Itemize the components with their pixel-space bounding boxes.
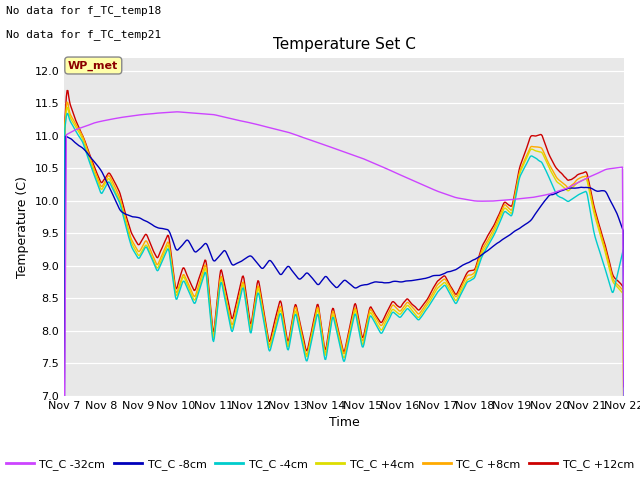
TC_C -4cm (60, 369, 68, 375)
TC_C -8cm (413, 277, 420, 283)
Line: TC_C +4cm: TC_C +4cm (64, 108, 624, 480)
TC_C +8cm (413, 310, 420, 315)
Text: WP_met: WP_met (68, 60, 118, 71)
TC_C -32cm (70, 128, 78, 133)
TC_C +8cm (620, 475, 628, 480)
Line: TC_C +12cm: TC_C +12cm (64, 91, 624, 476)
TC_C -4cm (429, 297, 437, 302)
TC_C -32cm (429, 187, 437, 192)
Title: Temperature Set C: Temperature Set C (273, 37, 415, 52)
Text: No data for f_TC_temp18: No data for f_TC_temp18 (6, 5, 162, 16)
TC_C +8cm (429, 289, 437, 295)
Line: TC_C -4cm: TC_C -4cm (64, 113, 624, 449)
TC_C -4cm (215, 292, 223, 298)
Legend: TC_C -32cm, TC_C -8cm, TC_C -4cm, TC_C +4cm, TC_C +8cm, TC_C +12cm: TC_C -32cm, TC_C -8cm, TC_C -4cm, TC_C +… (2, 455, 638, 474)
Text: No data for f_TC_temp21: No data for f_TC_temp21 (6, 29, 162, 40)
TC_C -8cm (429, 273, 437, 278)
Line: TC_C -8cm: TC_C -8cm (64, 136, 624, 480)
Line: TC_C +8cm: TC_C +8cm (64, 102, 624, 478)
TC_C +12cm (215, 280, 223, 286)
TC_C -32cm (215, 113, 223, 119)
TC_C +4cm (60, 369, 68, 374)
TC_C +12cm (63, 88, 71, 94)
TC_C -32cm (413, 179, 420, 185)
TC_C +4cm (413, 313, 420, 319)
TC_C +12cm (129, 232, 136, 238)
TC_C +12cm (429, 285, 437, 291)
TC_C +8cm (129, 239, 136, 244)
TC_C +12cm (620, 473, 628, 479)
TC_C +12cm (71, 115, 79, 121)
X-axis label: Time: Time (328, 417, 360, 430)
TC_C +8cm (186, 283, 193, 289)
TC_C +4cm (63, 105, 71, 110)
TC_C +8cm (60, 368, 68, 374)
TC_C -8cm (71, 140, 79, 145)
TC_C -32cm (620, 392, 628, 398)
TC_C -8cm (129, 214, 136, 220)
TC_C -8cm (215, 253, 223, 259)
TC_C +8cm (63, 99, 71, 105)
TC_C -8cm (186, 240, 193, 245)
TC_C +12cm (186, 277, 193, 283)
TC_C -32cm (172, 109, 180, 115)
TC_C -4cm (71, 127, 79, 132)
TC_C +4cm (71, 123, 79, 129)
TC_C -4cm (129, 246, 136, 252)
TC_C -8cm (61, 133, 69, 139)
Y-axis label: Temperature (C): Temperature (C) (16, 176, 29, 278)
TC_C +8cm (215, 286, 223, 292)
TC_C +4cm (429, 293, 437, 299)
TC_C +4cm (620, 477, 628, 480)
TC_C -4cm (413, 316, 420, 322)
TC_C +4cm (186, 287, 193, 292)
TC_C -4cm (186, 290, 193, 296)
TC_C -8cm (620, 384, 628, 390)
TC_C +4cm (129, 242, 136, 248)
TC_C -32cm (128, 113, 136, 119)
TC_C -32cm (186, 110, 193, 116)
TC_C +4cm (215, 289, 223, 295)
TC_C +12cm (413, 306, 420, 312)
TC_C -4cm (620, 446, 628, 452)
Line: TC_C -32cm: TC_C -32cm (64, 112, 624, 480)
TC_C +8cm (71, 120, 79, 126)
TC_C -4cm (63, 110, 71, 116)
TC_C +12cm (60, 367, 68, 373)
